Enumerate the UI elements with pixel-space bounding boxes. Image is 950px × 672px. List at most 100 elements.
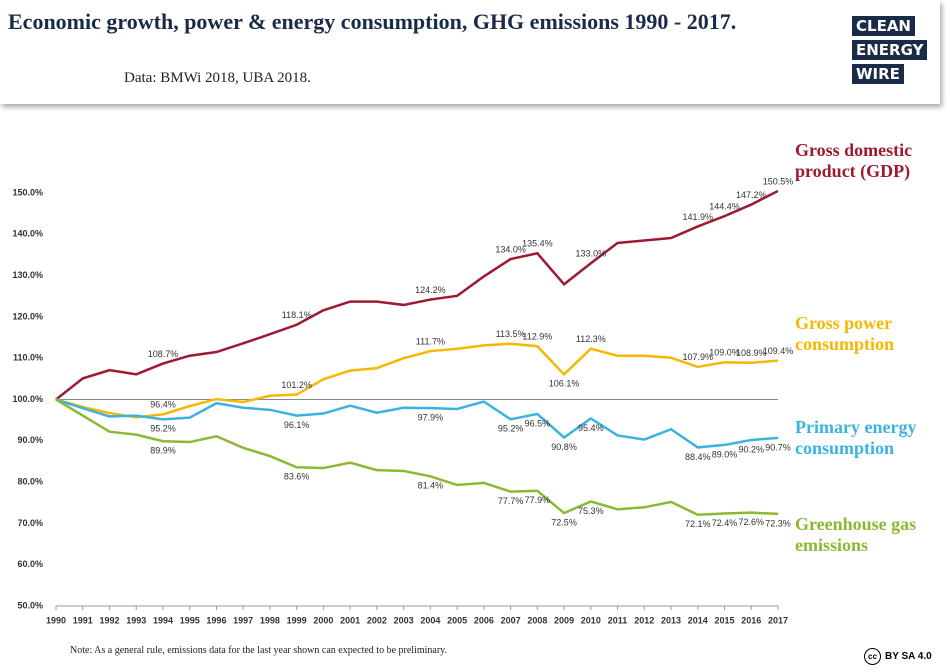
y-tick-label: 60.0% [17,559,43,569]
data-label: 89.9% [150,446,176,456]
y-tick-label: 80.0% [17,476,43,486]
x-tick-label: 2007 [501,615,521,625]
x-tick-label: 1995 [180,615,200,625]
data-label: 90.8% [551,442,577,452]
data-label: 72.6% [738,517,764,527]
data-label: 83.6% [284,472,310,482]
x-tick-label: 2005 [447,615,467,625]
data-label: 96.5% [525,418,551,428]
data-label: 124.2% [415,285,446,295]
data-label: 101.2% [281,380,312,390]
x-tick-label: 2017 [768,615,788,625]
data-label: 150.5% [763,176,794,186]
data-label: 95.2% [498,424,524,434]
header: Economic growth, power & energy consumpt… [0,0,940,104]
series-line [55,342,779,419]
data-label: 144.4% [709,202,740,212]
x-tick-label: 1990 [46,615,66,625]
logo-text: ENERGY [852,40,928,60]
y-tick-label: 110.0% [13,353,43,363]
x-tick-label: 1999 [287,615,307,625]
x-tick-label: 2001 [340,615,360,625]
data-label: 109.0% [709,348,740,358]
x-tick-label: 1993 [126,615,146,625]
data-label: 112.9% [522,332,552,342]
data-label: 108.7% [148,349,179,359]
x-tick-label: 2003 [394,615,414,625]
data-label: 96.1% [284,420,310,430]
logo-text: WIRE [852,64,904,84]
data-label: 77.9% [525,495,551,505]
y-tick-label: 70.0% [17,518,43,528]
data-label: 72.3% [765,518,791,528]
data-label: 89.0% [712,449,738,459]
data-label: 113.5% [496,329,526,339]
y-tick-label: 50.0% [17,600,43,610]
data-label: 134.0% [495,244,526,254]
data-label: 90.7% [765,442,791,452]
y-tick-label: 90.0% [17,435,43,445]
x-tick-label: 2014 [688,615,708,625]
data-label: 112.3% [576,334,606,344]
data-label: 88.4% [685,452,711,462]
x-tick-label: 2004 [420,615,440,625]
data-label: 147.2% [736,190,767,200]
y-tick-label: 120.0% [12,311,43,321]
data-label: 75.3% [578,506,604,516]
series-label: Gross domestic product (GDP) [795,140,913,181]
data-label: 90.2% [738,444,764,454]
data-label: 81.4% [418,481,444,491]
x-tick-label: 2010 [581,615,601,625]
x-tick-label: 1991 [73,615,93,625]
data-label: 95.2% [150,424,176,434]
data-label: 109.4% [763,346,794,356]
data-label: 97.9% [418,413,444,423]
x-tick-label: 2013 [661,615,681,625]
data-label: 72.4% [712,518,738,528]
x-tick-label: 2009 [554,615,574,625]
x-tick-label: 2016 [741,615,761,625]
data-label: 72.5% [551,517,577,527]
data-label: 106.1% [549,379,580,389]
x-tick-label: 2002 [367,615,387,625]
x-tick-label: 1996 [206,615,226,625]
data-label: 141.9% [683,212,714,222]
x-tick-label: 2012 [634,615,654,625]
series-line [55,398,779,516]
title: Economic growth, power & energy consumpt… [8,9,737,34]
cc-icon: cc [864,648,881,665]
data-label: 118.1% [282,310,312,320]
data-label: 108.9% [736,348,767,358]
series-line [55,398,779,449]
data-label: 135.4% [522,239,553,249]
y-tick-label: 100.0% [12,394,43,404]
x-tick-label: 1997 [233,615,253,625]
data-label: 111.7% [416,337,445,347]
footnote: Note: As a general rule, emissions data … [70,645,448,656]
data-label: 96.4% [150,400,176,410]
data-label: 72.1% [685,519,711,529]
subtitle: Data: BMWi 2018, UBA 2018. [124,70,311,86]
x-tick-label: 2008 [527,615,547,625]
series-line [55,189,779,401]
x-tick-label: 2015 [715,615,735,625]
logo-text: CLEAN [852,16,915,36]
x-tick-label: 2000 [313,615,333,625]
y-tick-label: 140.0% [12,229,43,239]
series-label: Primary energy consumption [795,417,917,458]
series-label: Greenhouse gas emissions [795,514,917,555]
x-tick-label: 2006 [474,615,494,625]
data-label: 77.7% [498,496,524,506]
y-tick-label: 130.0% [12,270,43,280]
series-label: Gross power consumption [795,313,895,354]
license: BY SA 4.0 [885,651,932,662]
x-tick-label: 1994 [153,615,173,625]
data-label: 107.9% [683,352,714,362]
data-label: 95.4% [578,423,604,433]
data-label: 133.0% [576,249,607,259]
x-tick-label: 1992 [99,615,119,625]
y-tick-label: 150.0% [12,187,43,197]
x-tick-label: 1998 [260,615,280,625]
